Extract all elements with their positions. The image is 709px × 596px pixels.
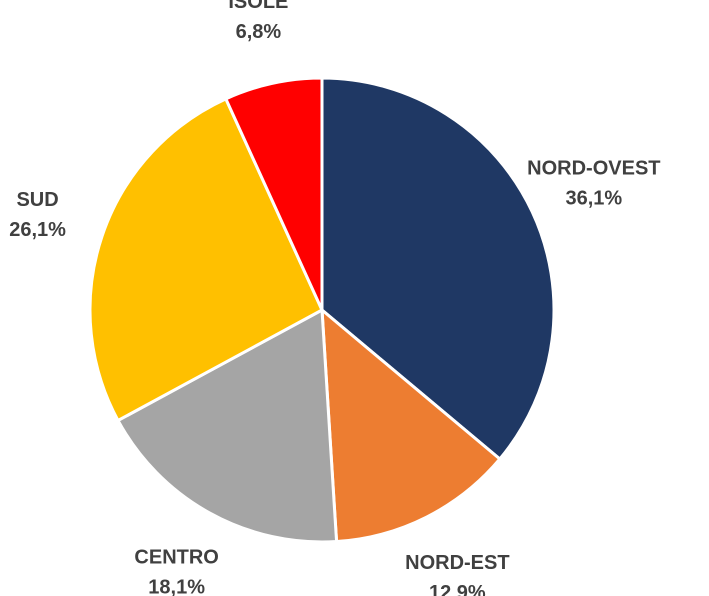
pie-slice <box>320 76 556 462</box>
slice-value-label: 18,1% <box>148 577 205 596</box>
slice-label: SUD <box>16 189 58 211</box>
pie-slice <box>223 76 324 311</box>
slice-value-label: 12,9% <box>429 582 486 596</box>
slice-label: NORD-EST <box>405 552 509 574</box>
pie-slice <box>88 96 324 423</box>
slice-value-label: 6,8% <box>236 21 282 43</box>
slice-label: CENTRO <box>134 547 218 569</box>
pie-slice <box>320 306 502 544</box>
slice-value-label: 26,1% <box>9 219 66 241</box>
slice-label: ISOLE <box>228 0 288 13</box>
slice-value-label: 36,1% <box>565 187 622 209</box>
pie-slice <box>115 307 339 544</box>
slice-label: NORD-OVEST <box>527 157 660 179</box>
